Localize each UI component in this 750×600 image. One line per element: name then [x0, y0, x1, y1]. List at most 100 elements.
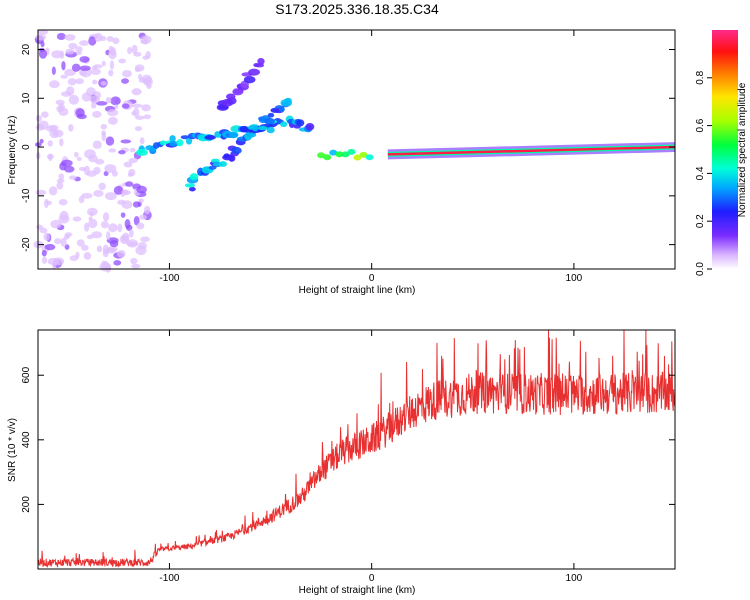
- spectrogram-blob: [185, 137, 193, 145]
- spectrogram-blob: [116, 249, 126, 258]
- colorbar-tick-label: 0.4: [695, 166, 706, 180]
- spectrogram-blob: [35, 189, 47, 196]
- spectrogram-blob: [109, 60, 115, 70]
- spectrogram-blob: [257, 126, 268, 131]
- spectrogram-blob: [127, 172, 134, 177]
- spectrogram-blob: [121, 234, 126, 243]
- spectrogram-blob: [121, 69, 132, 78]
- spectrogram-blob: [257, 57, 265, 65]
- spectrogram-blob: [228, 131, 239, 139]
- spectrogram-blob: [121, 189, 129, 196]
- spectrogram-blob: [112, 37, 120, 45]
- spectrogram-blob: [90, 68, 101, 75]
- spectrogram-blob: [96, 245, 103, 253]
- spectrogram-blob: [329, 149, 338, 156]
- colorbar-ticks: 0.0 0.2 0.4 0.6 0.8: [695, 70, 712, 276]
- spectrogram-blob: [267, 112, 275, 118]
- spectrogram-blob: [54, 238, 62, 245]
- spectrogram-blob: [102, 248, 109, 258]
- spectrogram-blob: [121, 103, 130, 109]
- spectrogram-blob: [88, 216, 93, 221]
- spectrogram-blob: [124, 219, 131, 229]
- spectrogram-blob: [108, 148, 117, 153]
- spectrogram-blob: [305, 122, 315, 131]
- spectrogram-blob: [84, 149, 96, 159]
- spectrogram-blob: [180, 135, 190, 140]
- spectrogram-blob: [60, 74, 68, 79]
- spectrogram-blob: [90, 103, 97, 109]
- spectrogram-blob: [60, 237, 67, 247]
- spectrogram-blob: [138, 198, 144, 203]
- spectrogram-blob: [35, 115, 42, 122]
- spectrogram-blob: [107, 109, 119, 117]
- spectrogram-frame: [37, 29, 676, 270]
- spectrogram-blob: [127, 46, 132, 55]
- spectrogram-blob: [48, 153, 53, 162]
- spectrogram-ytick-label: -10: [21, 188, 32, 203]
- spectrogram-blob: [140, 39, 149, 45]
- spectrogram-blob: [100, 123, 108, 130]
- spectrogram-blob: [104, 192, 117, 201]
- spectrogram-blob: [51, 66, 56, 76]
- spectrogram-blob: [133, 107, 140, 118]
- snr-ytick-label: 400: [21, 431, 32, 448]
- spectrogram-blob: [231, 146, 242, 155]
- spectrogram-blob: [75, 46, 83, 53]
- spectrogram-blob: [139, 214, 147, 220]
- spectrogram-blob: [223, 153, 231, 159]
- spectrogram-feature-dispersive-streak: [184, 97, 293, 192]
- snr-frame: [37, 329, 676, 570]
- spectrogram-blob: [128, 229, 134, 238]
- spectrogram-blob: [113, 185, 124, 195]
- spectrogram-blob: [99, 35, 107, 42]
- spectrogram-blob: [123, 161, 133, 168]
- snr-ylabel: SNR (10 * v/v): [7, 418, 18, 482]
- colorbar-tick-label: 0.6: [695, 118, 706, 132]
- spectrogram-blob: [44, 243, 56, 251]
- snr-marks: [37, 329, 676, 569]
- snr-ytick-label: 200: [21, 496, 32, 513]
- spectrogram-blob: [218, 161, 228, 167]
- spectrogram-feature-carrier-line: [387, 142, 676, 160]
- spectrogram-blob: [143, 205, 151, 215]
- colorbar-tick-label: 0.8: [695, 70, 706, 84]
- spectrogram-blob: [232, 88, 244, 96]
- spectrogram-blob: [106, 36, 114, 42]
- spectrogram-blob: [105, 136, 115, 146]
- spectrogram-blob: [50, 219, 62, 229]
- spectrogram-blob: [108, 223, 118, 233]
- spectrogram-blob: [341, 151, 350, 158]
- spectrogram-xtick-label: 100: [566, 273, 583, 284]
- spectrogram-blob: [37, 29, 49, 35]
- spectrogram-ylabel: Frequency (Hz): [7, 116, 18, 185]
- spectrogram-blob: [58, 198, 68, 206]
- spectrogram-blob: [130, 257, 138, 265]
- spectrogram-blob: [38, 120, 49, 130]
- spectrogram-blob: [323, 154, 332, 161]
- spectrogram-blob: [210, 158, 220, 164]
- spectrogram-blob: [91, 231, 103, 239]
- spectrogram-blob: [100, 81, 107, 86]
- spectrogram-blob: [95, 101, 108, 106]
- spectrogram-blob: [113, 260, 122, 266]
- spectrogram-blob: [61, 159, 73, 167]
- spectrogram-blob: [63, 165, 75, 173]
- spectrogram-blob: [67, 78, 77, 86]
- spectrogram-blob: [243, 76, 256, 84]
- spectrogram-blob: [48, 186, 58, 196]
- spectrogram-blob: [81, 244, 89, 251]
- spectrogram-blob: [347, 148, 356, 155]
- spectrogram-blob: [65, 48, 75, 55]
- spectrogram-blob: [103, 171, 109, 177]
- spectrogram-blob: [35, 34, 47, 41]
- figure-title: S173.2025.336.18.35.C34: [275, 1, 439, 17]
- spectrogram-blob: [118, 150, 126, 155]
- spectrogram-blob: [110, 96, 121, 106]
- spectrogram-blob: [79, 56, 90, 63]
- spectrogram-blob: [140, 236, 150, 243]
- spectrogram-blob: [335, 151, 344, 158]
- spectrogram-blob: [75, 78, 84, 85]
- spectrogram-blob: [131, 44, 138, 54]
- spectrogram-blob: [72, 216, 82, 222]
